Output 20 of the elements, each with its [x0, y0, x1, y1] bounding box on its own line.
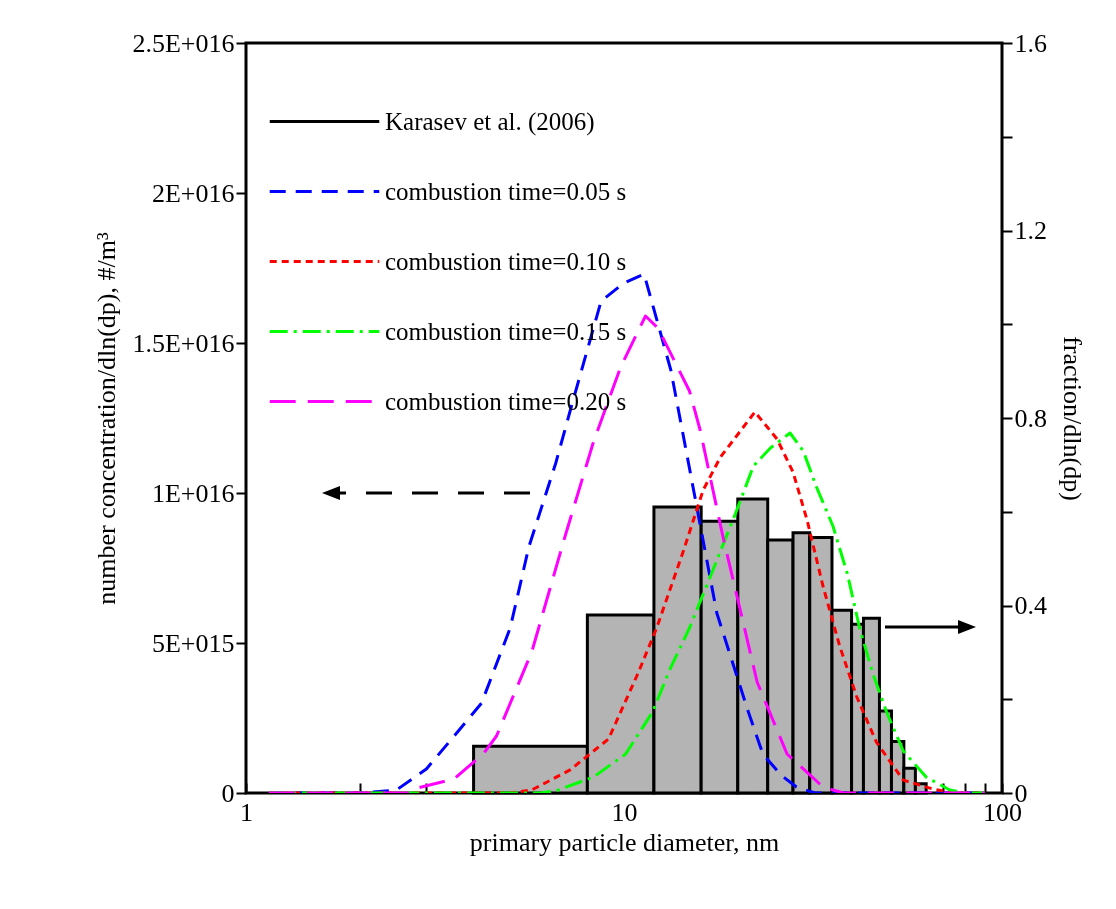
- y-axis-title: number concentration/dln(dp), #/m³: [92, 232, 122, 605]
- y2-tick-label: 0.4: [1014, 591, 1047, 620]
- y2-tick-label: 1.6: [1014, 28, 1047, 58]
- x-tick-label: 10: [611, 797, 638, 827]
- legend-label: combustion time=0.15 s: [385, 317, 627, 345]
- legend-label: combustion time=0.20 s: [385, 387, 627, 415]
- x-tick-label: 1: [240, 797, 253, 827]
- legend-label: combustion time=0.10 s: [385, 247, 627, 275]
- y2-tick-label: 1.2: [1014, 216, 1047, 245]
- y-tick-label: 5E+015: [151, 628, 235, 658]
- y-tick-label: 0: [221, 778, 235, 808]
- y-tick-label: 2.5E+016: [132, 28, 235, 58]
- y2-tick-label: 0.8: [1014, 403, 1047, 433]
- legend-label: combustion time=0.05 s: [385, 177, 627, 205]
- y2-axis-title: fraction/dln(dp): [1058, 336, 1087, 501]
- legend-label: Karasev et al. (2006): [385, 107, 595, 136]
- y-tick-label: 2E+016: [151, 178, 235, 208]
- y-tick-label: 1E+016: [151, 478, 235, 508]
- x-axis-title: primary particle diameter, nm: [469, 827, 780, 857]
- y-tick-label: 1.5E+016: [132, 328, 235, 358]
